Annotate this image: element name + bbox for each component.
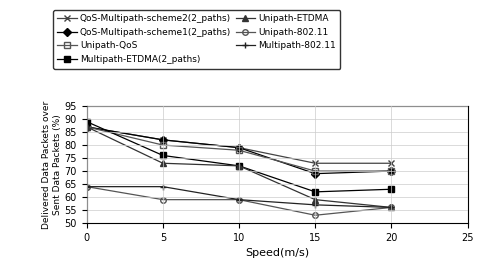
Unipath-QoS — [84, 125, 90, 128]
Unipath-ETDMA — [160, 162, 166, 165]
QoS-Multipath-scheme2(2_paths) — [236, 146, 242, 149]
Unipath-ETDMA — [312, 198, 318, 201]
Unipath-802.11 — [236, 198, 242, 201]
QoS-Multipath-scheme2(2_paths) — [84, 125, 90, 128]
Unipath-ETDMA — [236, 164, 242, 168]
Line: Multipath-ETDMA(2_paths): Multipath-ETDMA(2_paths) — [84, 119, 394, 195]
Line: Unipath-ETDMA: Unipath-ETDMA — [84, 124, 394, 210]
Unipath-802.11 — [84, 185, 90, 188]
Multipath-802.11 — [236, 198, 242, 201]
Line: QoS-Multipath-scheme2(2_paths): QoS-Multipath-scheme2(2_paths) — [84, 124, 394, 166]
Line: Unipath-802.11: Unipath-802.11 — [84, 184, 394, 218]
Unipath-QoS — [388, 169, 394, 173]
Unipath-802.11 — [312, 214, 318, 217]
Line: Unipath-QoS: Unipath-QoS — [84, 124, 394, 174]
Multipath-ETDMA(2_paths) — [236, 164, 242, 168]
Y-axis label: Delivered Data Packets over
Sent Data Packets (%): Delivered Data Packets over Sent Data Pa… — [42, 100, 62, 229]
Multipath-802.11 — [312, 203, 318, 206]
QoS-Multipath-scheme1(2_paths) — [388, 169, 394, 173]
Line: QoS-Multipath-scheme1(2_paths): QoS-Multipath-scheme1(2_paths) — [84, 124, 394, 177]
Multipath-802.11 — [84, 185, 90, 188]
Multipath-802.11 — [388, 206, 394, 209]
Unipath-ETDMA — [84, 125, 90, 128]
Unipath-QoS — [312, 169, 318, 173]
Multipath-ETDMA(2_paths) — [388, 188, 394, 191]
QoS-Multipath-scheme2(2_paths) — [388, 162, 394, 165]
QoS-Multipath-scheme1(2_paths) — [84, 125, 90, 128]
QoS-Multipath-scheme1(2_paths) — [236, 146, 242, 149]
Multipath-ETDMA(2_paths) — [312, 190, 318, 193]
Unipath-QoS — [160, 143, 166, 147]
Unipath-802.11 — [160, 198, 166, 201]
Multipath-ETDMA(2_paths) — [160, 154, 166, 157]
QoS-Multipath-scheme2(2_paths) — [160, 138, 166, 141]
Legend: QoS-Multipath-scheme2(2_paths), QoS-Multipath-scheme1(2_paths), Unipath-QoS, Mul: QoS-Multipath-scheme2(2_paths), QoS-Mult… — [53, 10, 340, 69]
Unipath-802.11 — [388, 206, 394, 209]
Multipath-ETDMA(2_paths) — [84, 120, 90, 123]
Multipath-802.11 — [160, 185, 166, 188]
QoS-Multipath-scheme2(2_paths) — [312, 162, 318, 165]
Unipath-QoS — [236, 149, 242, 152]
X-axis label: Speed(m/s): Speed(m/s) — [245, 248, 309, 258]
QoS-Multipath-scheme1(2_paths) — [160, 138, 166, 141]
Line: Multipath-802.11: Multipath-802.11 — [84, 184, 394, 210]
Unipath-ETDMA — [388, 206, 394, 209]
QoS-Multipath-scheme1(2_paths) — [312, 172, 318, 175]
